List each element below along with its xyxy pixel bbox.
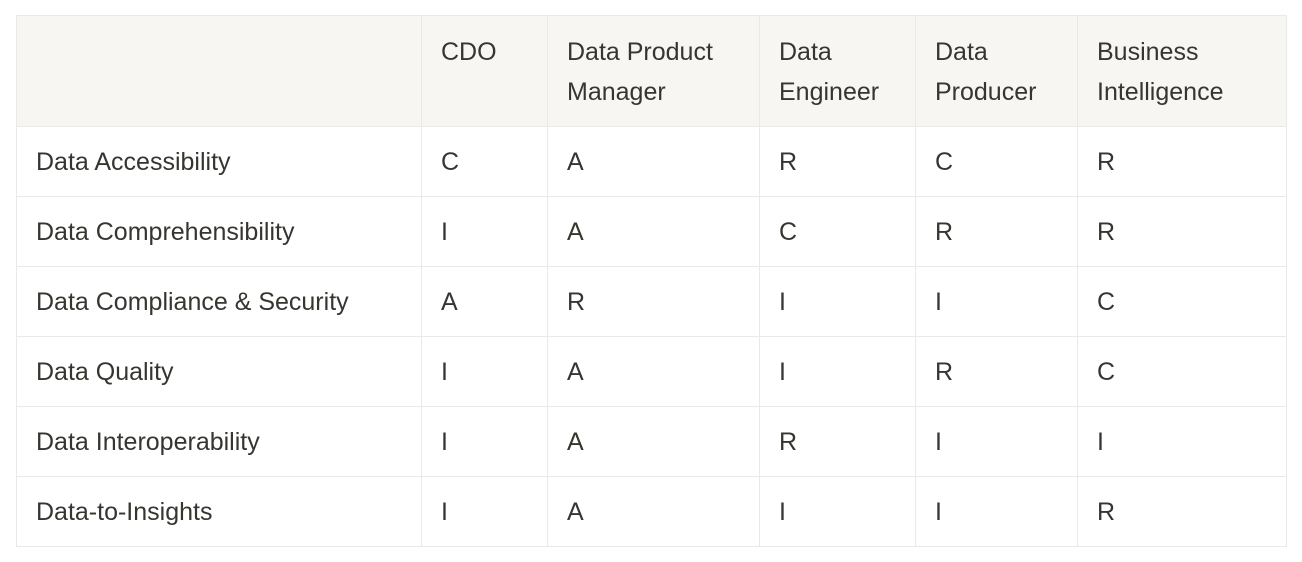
raci-cell: R [915, 336, 1078, 407]
raci-cell: R [915, 196, 1078, 267]
raci-table: CDO Data Product Manager Data Engineer Data… [16, 15, 1287, 547]
header-cell: Business Intelligence [1077, 15, 1287, 127]
raci-cell: I [1077, 406, 1287, 477]
row-label: Data Comprehensibility [16, 196, 422, 267]
header-cell: CDO [421, 15, 548, 127]
raci-cell: I [421, 336, 548, 407]
row-label: Data Interoperability [16, 406, 422, 477]
raci-cell: I [759, 266, 916, 337]
table-row: Data Comprehensibility I A C R R [16, 196, 1287, 267]
raci-cell: C [759, 196, 916, 267]
header-cell: Data Producer [915, 15, 1078, 127]
raci-cell: A [547, 126, 760, 197]
table-row: Data Accessibility C A R C R [16, 126, 1287, 197]
header-cell: Data Product Manager [547, 15, 760, 127]
table-row: Data-to-Insights I A I I R [16, 476, 1287, 547]
raci-cell: R [547, 266, 760, 337]
raci-cell: I [759, 336, 916, 407]
raci-cell: A [547, 406, 760, 477]
row-label: Data Accessibility [16, 126, 422, 197]
raci-cell: I [759, 476, 916, 547]
raci-cell: C [915, 126, 1078, 197]
raci-cell: I [421, 406, 548, 477]
table-row: Data Compliance & Security A R I I C [16, 266, 1287, 337]
table-row: Data Quality I A I R C [16, 336, 1287, 407]
row-label: Data Compliance & Security [16, 266, 422, 337]
raci-cell: R [1077, 126, 1287, 197]
raci-cell: A [421, 266, 548, 337]
raci-cell: I [915, 406, 1078, 477]
raci-cell: A [547, 336, 760, 407]
raci-cell: R [759, 126, 916, 197]
table-row: Data Interoperability I A R I I [16, 406, 1287, 477]
raci-cell: A [547, 476, 760, 547]
table-body: Data Accessibility C A R C R Data Comprehensib… [16, 126, 1287, 547]
header-cell [16, 15, 422, 127]
raci-cell: R [1077, 196, 1287, 267]
raci-cell: C [421, 126, 548, 197]
raci-cell: R [759, 406, 916, 477]
raci-cell: I [421, 476, 548, 547]
raci-cell: I [915, 476, 1078, 547]
row-label: Data-to-Insights [16, 476, 422, 547]
raci-cell: I [421, 196, 548, 267]
raci-cell: C [1077, 266, 1287, 337]
raci-cell: A [547, 196, 760, 267]
raci-cell: R [1077, 476, 1287, 547]
raci-cell: C [1077, 336, 1287, 407]
row-label: Data Quality [16, 336, 422, 407]
header-row: CDO Data Product Manager Data Engineer Data… [16, 15, 1287, 127]
raci-cell: I [915, 266, 1078, 337]
header-cell: Data Engineer [759, 15, 916, 127]
